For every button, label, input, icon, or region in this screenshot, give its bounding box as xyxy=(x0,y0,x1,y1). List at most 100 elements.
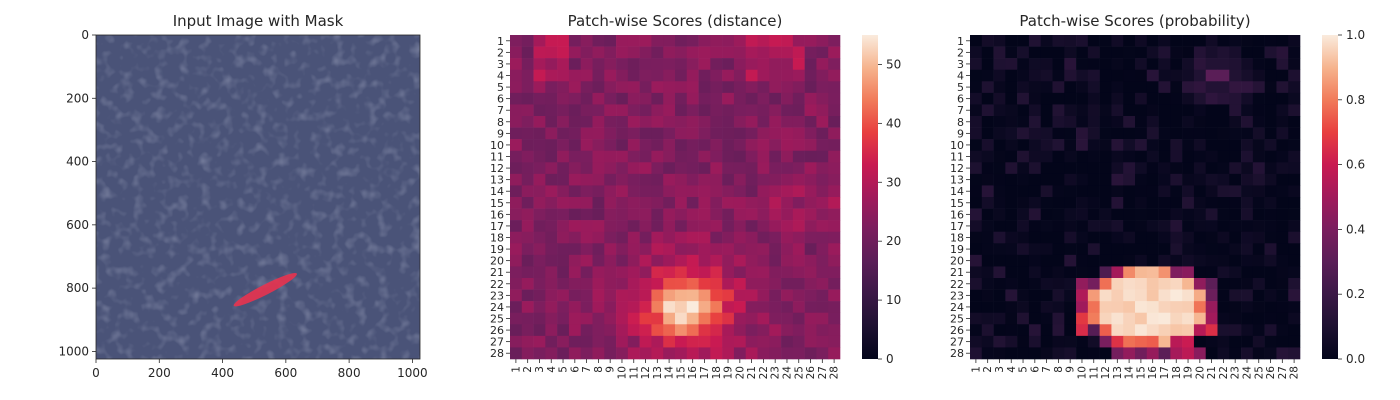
heatmap-cell xyxy=(1040,312,1053,325)
heatmap-cell xyxy=(616,278,629,290)
heatmap-cell xyxy=(1264,81,1277,94)
heatmap-cell xyxy=(1264,150,1277,163)
heatmap-cell xyxy=(981,312,994,325)
heatmap-cell xyxy=(1111,231,1124,244)
heatmap-cell xyxy=(651,301,664,314)
heatmap-cell xyxy=(1217,243,1230,256)
heatmap-cell xyxy=(1028,254,1042,267)
x-tick-label: 600 xyxy=(274,366,297,380)
heatmap-cell xyxy=(1064,81,1077,94)
heatmap-cell xyxy=(710,35,723,47)
heatmap-cell xyxy=(1229,324,1242,337)
heatmap-cell xyxy=(1229,289,1242,302)
heatmap-cell xyxy=(1135,324,1148,337)
heatmap-cell xyxy=(1064,254,1077,267)
heatmap-cell xyxy=(1064,104,1077,117)
heatmap-cell xyxy=(533,197,546,209)
heatmap-cell xyxy=(1205,81,1218,94)
heatmap-cell xyxy=(1040,220,1053,233)
heatmap-cell xyxy=(828,324,841,337)
col-label: 24 xyxy=(781,366,793,380)
heatmap-cell xyxy=(1111,266,1124,279)
heatmap-cell xyxy=(1264,104,1277,117)
heatmap-cell xyxy=(686,197,699,209)
col-label: 23 xyxy=(1230,366,1242,379)
heatmap-cell xyxy=(1099,301,1112,314)
heatmap-cell xyxy=(1276,69,1289,82)
heatmap-cell xyxy=(557,46,570,59)
heatmap-cell xyxy=(1052,208,1065,221)
heatmap-cell xyxy=(1229,127,1242,140)
heatmap-cell xyxy=(1205,104,1218,117)
heatmap-cell xyxy=(686,58,699,71)
row-label: 22 xyxy=(490,278,504,291)
heatmap-cell xyxy=(804,301,817,314)
heatmap-cell xyxy=(1217,301,1230,314)
heatmap-cell xyxy=(686,116,699,128)
heatmap-cell xyxy=(816,69,829,82)
heatmap-cell xyxy=(1052,81,1065,94)
row-label: 22 xyxy=(950,278,964,291)
row-label: 19 xyxy=(950,243,964,256)
heatmap-cell xyxy=(1064,312,1077,325)
heatmap-cell xyxy=(1158,197,1171,209)
heatmap-cell xyxy=(1099,312,1112,325)
heatmap-cell xyxy=(510,139,523,152)
heatmap-cell xyxy=(1040,254,1053,267)
heatmap-cell xyxy=(757,335,770,348)
heatmap-cell xyxy=(1076,35,1089,47)
heatmap-cell xyxy=(1028,173,1042,186)
heatmap-cell xyxy=(663,254,676,267)
heatmap-cell xyxy=(557,243,570,256)
heatmap-cell xyxy=(993,69,1006,82)
heatmap-cell xyxy=(627,116,640,128)
heatmap-cell xyxy=(675,231,688,244)
heatmap-cell xyxy=(757,220,770,233)
heatmap-cell xyxy=(1040,243,1053,256)
heatmap-cell xyxy=(1146,301,1159,314)
col-label: 9 xyxy=(1065,366,1077,373)
heatmap-cell xyxy=(1288,81,1301,94)
heatmap-cell xyxy=(1064,231,1077,244)
heatmap-cell xyxy=(639,266,652,279)
heatmap-cell xyxy=(1182,139,1195,152)
heatmap-cell xyxy=(722,69,735,82)
heatmap-cell xyxy=(651,162,664,175)
heatmap-cell xyxy=(804,347,817,360)
heatmap-cell xyxy=(1040,150,1053,163)
heatmap-cell xyxy=(1028,150,1042,163)
colorbar-tick-label: 0.6 xyxy=(1346,158,1365,172)
heatmap-cell xyxy=(1252,266,1265,279)
heatmap-cell xyxy=(1264,301,1277,314)
heatmap-cell xyxy=(1264,324,1277,337)
heatmap-cell xyxy=(1193,266,1207,279)
heatmap-cell xyxy=(981,92,994,105)
heatmap-cell xyxy=(568,347,582,360)
heatmap-cell xyxy=(568,58,582,71)
heatmap-cell xyxy=(1252,139,1265,152)
heatmap-cell xyxy=(1028,185,1042,198)
heatmap-cell xyxy=(675,208,688,221)
heatmap-cell xyxy=(816,266,829,279)
heatmap-cell xyxy=(1111,58,1124,71)
heatmap-cell xyxy=(510,104,523,117)
heatmap-cell xyxy=(970,104,983,117)
heatmap-cell xyxy=(804,46,817,59)
heatmap-cell xyxy=(1193,139,1207,152)
heatmap-cell xyxy=(686,324,699,337)
heatmap-cell xyxy=(1288,289,1301,302)
heatmap-cell xyxy=(981,266,994,279)
heatmap-cell xyxy=(651,266,664,279)
heatmap-cell xyxy=(781,301,794,314)
heatmap-cell xyxy=(993,301,1006,314)
heatmap-cell xyxy=(710,220,723,233)
heatmap-cell xyxy=(627,335,640,348)
heatmap-cell xyxy=(804,92,817,105)
heatmap-cell xyxy=(1276,335,1289,348)
heatmap-cell xyxy=(1193,289,1207,302)
heatmap-cell xyxy=(1264,278,1277,290)
heatmap-cell xyxy=(722,139,735,152)
x-tick-label: 400 xyxy=(211,366,234,380)
heatmap-cell xyxy=(651,185,664,198)
